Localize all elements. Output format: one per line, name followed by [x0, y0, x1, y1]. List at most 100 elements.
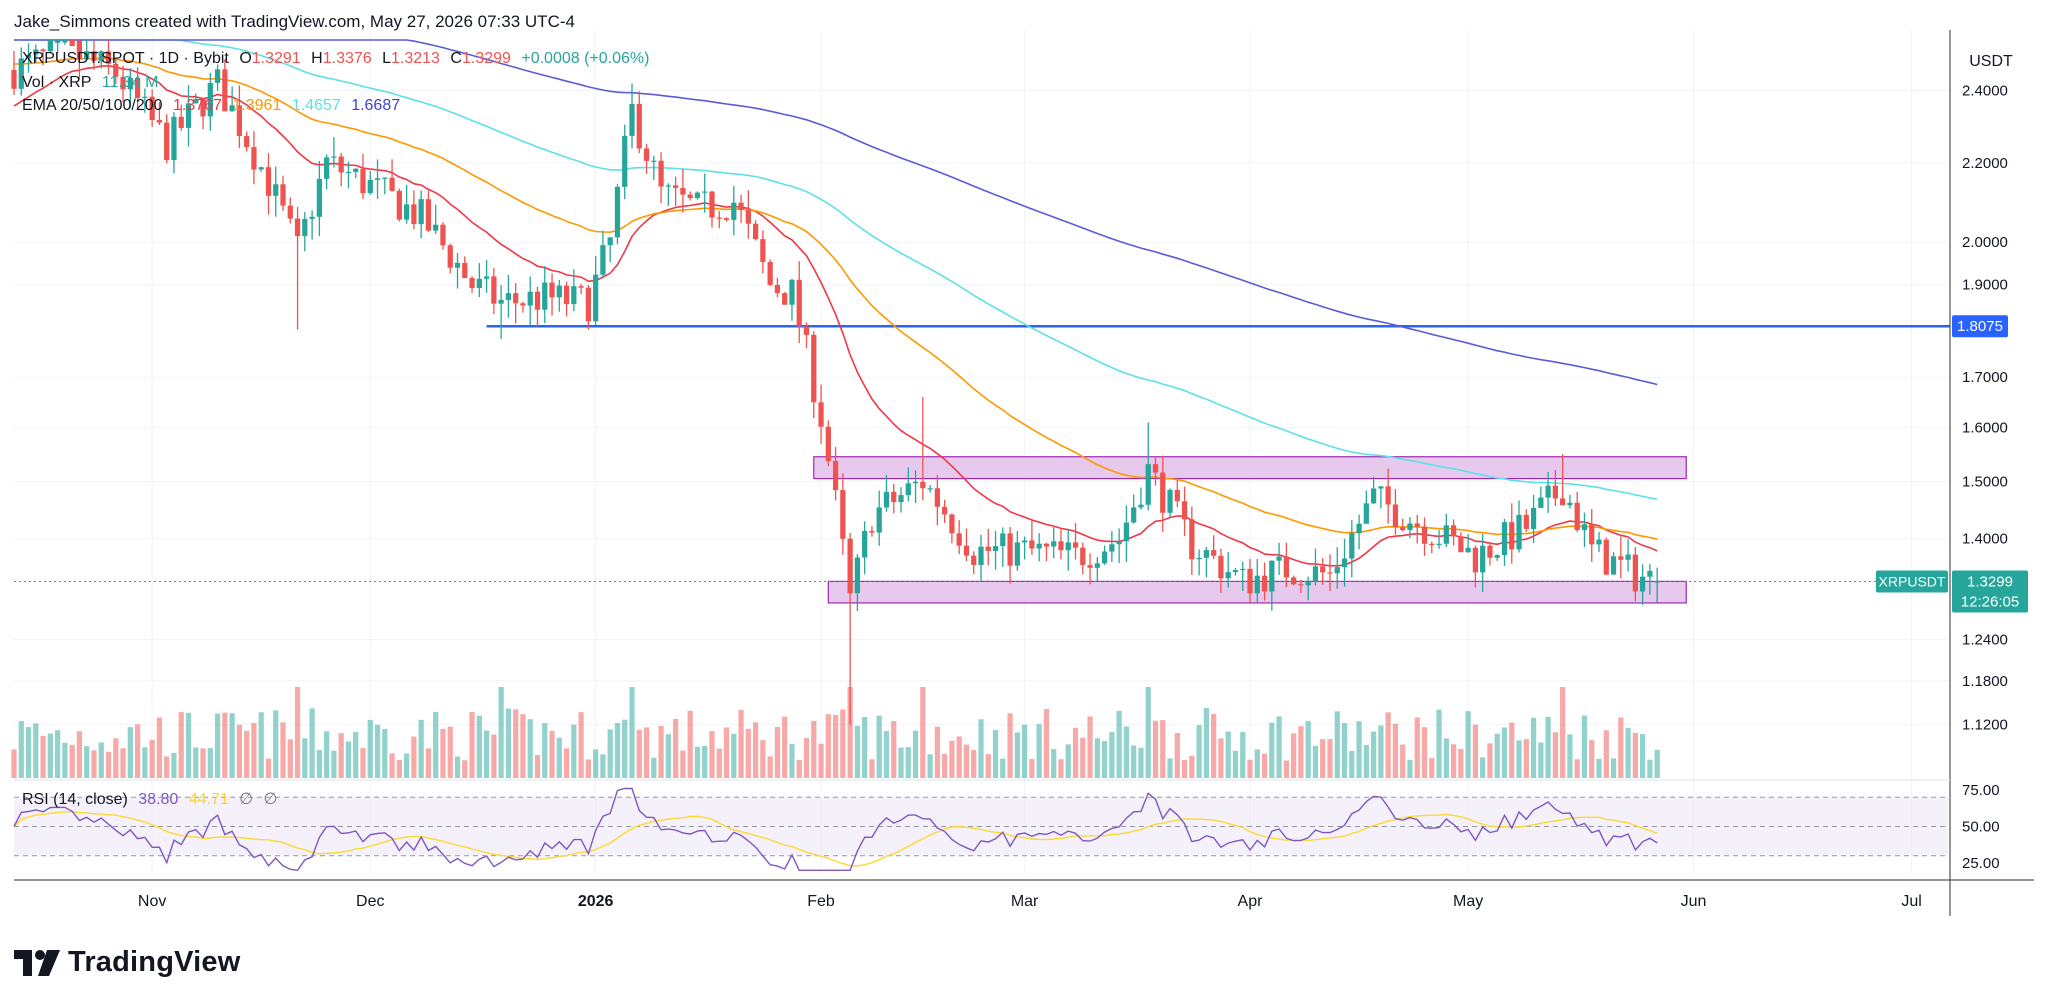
candle-body	[658, 160, 664, 187]
volume-bar	[309, 708, 315, 778]
candle	[571, 269, 577, 312]
tradingview-logo[interactable]: TradingView	[14, 946, 241, 979]
rsi-ma-value: 44.71	[188, 791, 229, 808]
candle-body	[1341, 558, 1348, 568]
candle	[1654, 567, 1660, 603]
volume-bar	[505, 708, 512, 778]
level-tag	[1952, 315, 2008, 338]
low-label: L	[382, 50, 392, 67]
volume-bar	[1123, 726, 1130, 778]
candle-body	[920, 481, 926, 489]
candle	[1610, 552, 1617, 575]
candle	[302, 211, 308, 252]
candle-body	[992, 546, 999, 551]
candle	[1625, 539, 1631, 572]
candle	[273, 166, 279, 217]
volume-bar	[673, 718, 679, 778]
candle	[1167, 488, 1173, 517]
volume-bar	[1385, 712, 1391, 778]
candle	[244, 131, 250, 152]
candle-body	[454, 262, 461, 268]
candle	[789, 278, 795, 321]
volume-bar	[171, 752, 177, 778]
volume-label[interactable]: Vol · XRP	[22, 74, 92, 91]
change-value: +0.0008 (+0.06%)	[521, 50, 650, 67]
symbol-label[interactable]: XRPUSDT.SPOT · 1D · Bybit	[22, 50, 229, 67]
volume-bar	[425, 748, 432, 778]
candle-body	[1560, 498, 1566, 506]
volume-bar	[1203, 708, 1210, 778]
volume-bar	[876, 715, 882, 778]
volume-bar	[1501, 727, 1508, 778]
candle-body	[789, 279, 795, 305]
candle	[1181, 486, 1188, 536]
price-tick-label: 1.4000	[1962, 531, 2008, 548]
candle-body	[302, 218, 308, 237]
candle-body	[731, 202, 737, 220]
candle-body	[1334, 567, 1340, 574]
candle	[1283, 542, 1289, 588]
volume-bar	[491, 734, 497, 778]
candle	[1320, 557, 1326, 585]
rsi-pane	[13, 787, 1948, 872]
candle-body	[571, 286, 577, 305]
candle-body	[513, 293, 519, 304]
high-label: H	[311, 50, 323, 67]
candle-body	[280, 184, 286, 206]
candle	[1043, 542, 1050, 562]
volume-bar	[1356, 721, 1362, 778]
ema-label[interactable]: EMA 20/50/100/200	[22, 97, 163, 114]
candle	[156, 101, 163, 125]
candle	[978, 534, 984, 581]
candle-body	[665, 185, 671, 187]
candle-body	[1538, 497, 1544, 508]
volume-bar	[149, 739, 155, 778]
candle-body	[716, 217, 722, 219]
candle-body	[614, 186, 621, 238]
price-tick-label: 1.6000	[1962, 420, 2008, 437]
candle	[476, 263, 482, 298]
candle	[832, 446, 839, 501]
volume-bar	[1276, 716, 1282, 778]
candle	[55, 40, 61, 54]
candle-body	[1625, 554, 1631, 560]
candle-body	[629, 103, 635, 136]
candle-body	[1610, 556, 1617, 575]
volume-bar	[200, 748, 206, 778]
candle-body	[1603, 539, 1609, 575]
volume-bar	[462, 760, 468, 778]
volume-bar	[98, 742, 104, 778]
candle-body	[1283, 556, 1289, 578]
volume-bar	[40, 735, 46, 778]
volume-bar	[244, 730, 250, 778]
volume-bar	[1116, 710, 1122, 778]
volume-bar	[1109, 731, 1115, 778]
candle	[1051, 527, 1057, 559]
volume-bar	[214, 713, 221, 778]
candle-body	[912, 481, 919, 484]
volume-bar	[920, 687, 926, 778]
price-tags: 1.8075 XRPUSDT 1.3299 12:26:05	[14, 315, 2028, 613]
price-tick-label: 1.1200	[1962, 716, 2008, 733]
volume-bar	[76, 731, 83, 778]
candle	[411, 190, 417, 230]
rsi-label[interactable]: RSI (14, close)	[22, 791, 128, 808]
candle-body	[120, 76, 126, 90]
price-tick-label: 1.9000	[1962, 277, 2008, 294]
candle	[1545, 471, 1551, 514]
candle	[1458, 532, 1464, 553]
candle-body	[62, 40, 68, 43]
candle	[1603, 537, 1609, 576]
candle	[142, 88, 148, 113]
candle-body	[1007, 533, 1013, 566]
candle-body	[244, 136, 250, 148]
candle-body	[1480, 545, 1486, 573]
volume-bar	[956, 736, 962, 778]
candle	[1058, 529, 1064, 560]
volume-bar	[912, 730, 919, 778]
candle-body	[1240, 568, 1246, 571]
candle-body	[1589, 524, 1595, 545]
candle	[1407, 516, 1413, 539]
volume-bar	[156, 717, 163, 778]
